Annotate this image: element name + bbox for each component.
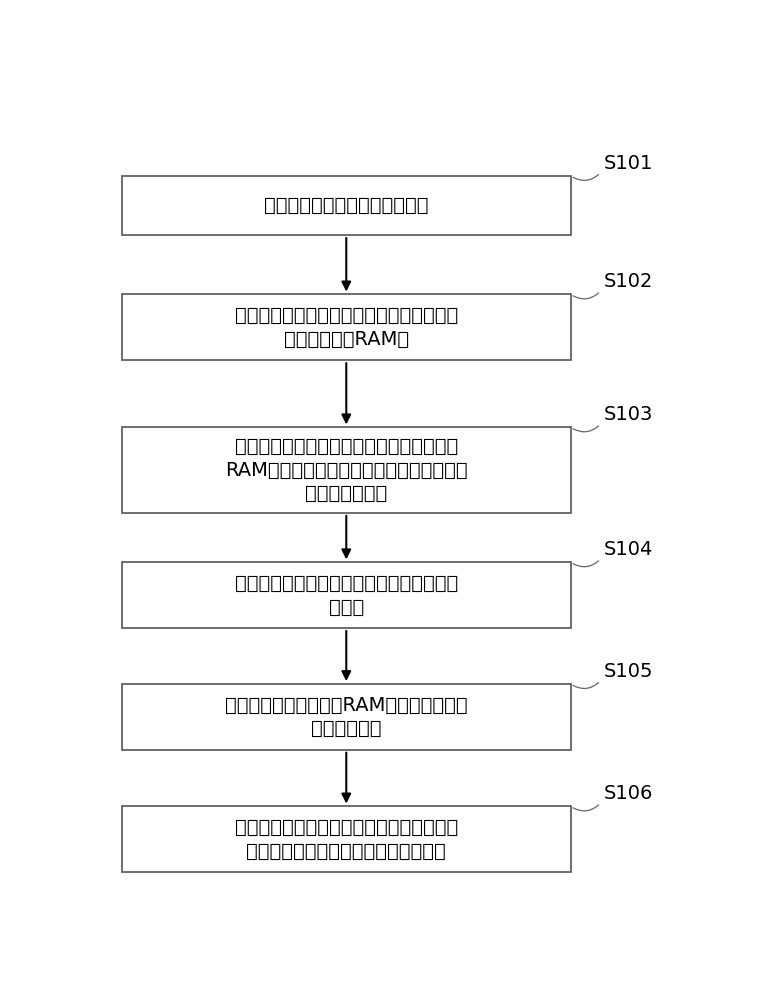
FancyArrowPatch shape	[342, 516, 350, 557]
Text: RAM存储空间的起始位置处，开始运行摄像: RAM存储空间的起始位置处，开始运行摄像	[225, 461, 467, 480]
FancyArrowPatch shape	[342, 631, 350, 679]
FancyBboxPatch shape	[122, 562, 570, 628]
FancyArrowPatch shape	[342, 753, 350, 801]
Text: 摄像头检测驱动软件模块控制摄像头获得图: 摄像头检测驱动软件模块控制摄像头获得图	[235, 574, 458, 593]
Text: 移动终端将存储在终端RAM空间的图像数据: 移动终端将存储在终端RAM空间的图像数据	[225, 696, 467, 715]
FancyArrowPatch shape	[342, 363, 350, 422]
Text: S106: S106	[604, 784, 653, 803]
FancyBboxPatch shape	[122, 684, 570, 750]
Text: S104: S104	[604, 540, 653, 559]
FancyBboxPatch shape	[122, 294, 570, 360]
Text: S101: S101	[604, 154, 653, 173]
Text: 动终端设备的RAM中: 动终端设备的RAM中	[284, 330, 409, 349]
FancyBboxPatch shape	[122, 806, 570, 872]
FancyBboxPatch shape	[122, 176, 570, 235]
FancyArrowPatch shape	[342, 238, 350, 289]
FancyArrowPatch shape	[573, 683, 598, 688]
Text: S105: S105	[604, 662, 653, 681]
FancyArrowPatch shape	[573, 805, 598, 811]
FancyArrowPatch shape	[573, 561, 598, 567]
FancyBboxPatch shape	[122, 427, 570, 513]
Text: 头检测驱动软件: 头检测驱动软件	[305, 484, 388, 503]
Text: 的图像数据，将图像显示在计算机界面: 的图像数据，将图像显示在计算机界面	[246, 842, 446, 861]
Text: 像数据: 像数据	[329, 598, 364, 617]
FancyArrowPatch shape	[573, 426, 598, 432]
Text: 计算机将摄像头检测驱动软件模块下载到移: 计算机将摄像头检测驱动软件模块下载到移	[235, 306, 458, 325]
Text: 启动计算机侧测试工具软件模块: 启动计算机侧测试工具软件模块	[264, 196, 429, 215]
FancyArrowPatch shape	[573, 293, 598, 299]
Text: 计算机侧图像处理模块处理移动终端传上来: 计算机侧图像处理模块处理移动终端传上来	[235, 818, 458, 837]
Text: S103: S103	[604, 405, 653, 424]
Text: 移动终端跳转至摄像头检测驱动软件模块在: 移动终端跳转至摄像头检测驱动软件模块在	[235, 437, 458, 456]
Text: 传输给计算机: 传输给计算机	[311, 719, 382, 738]
Text: S102: S102	[604, 272, 653, 291]
FancyArrowPatch shape	[573, 175, 598, 180]
